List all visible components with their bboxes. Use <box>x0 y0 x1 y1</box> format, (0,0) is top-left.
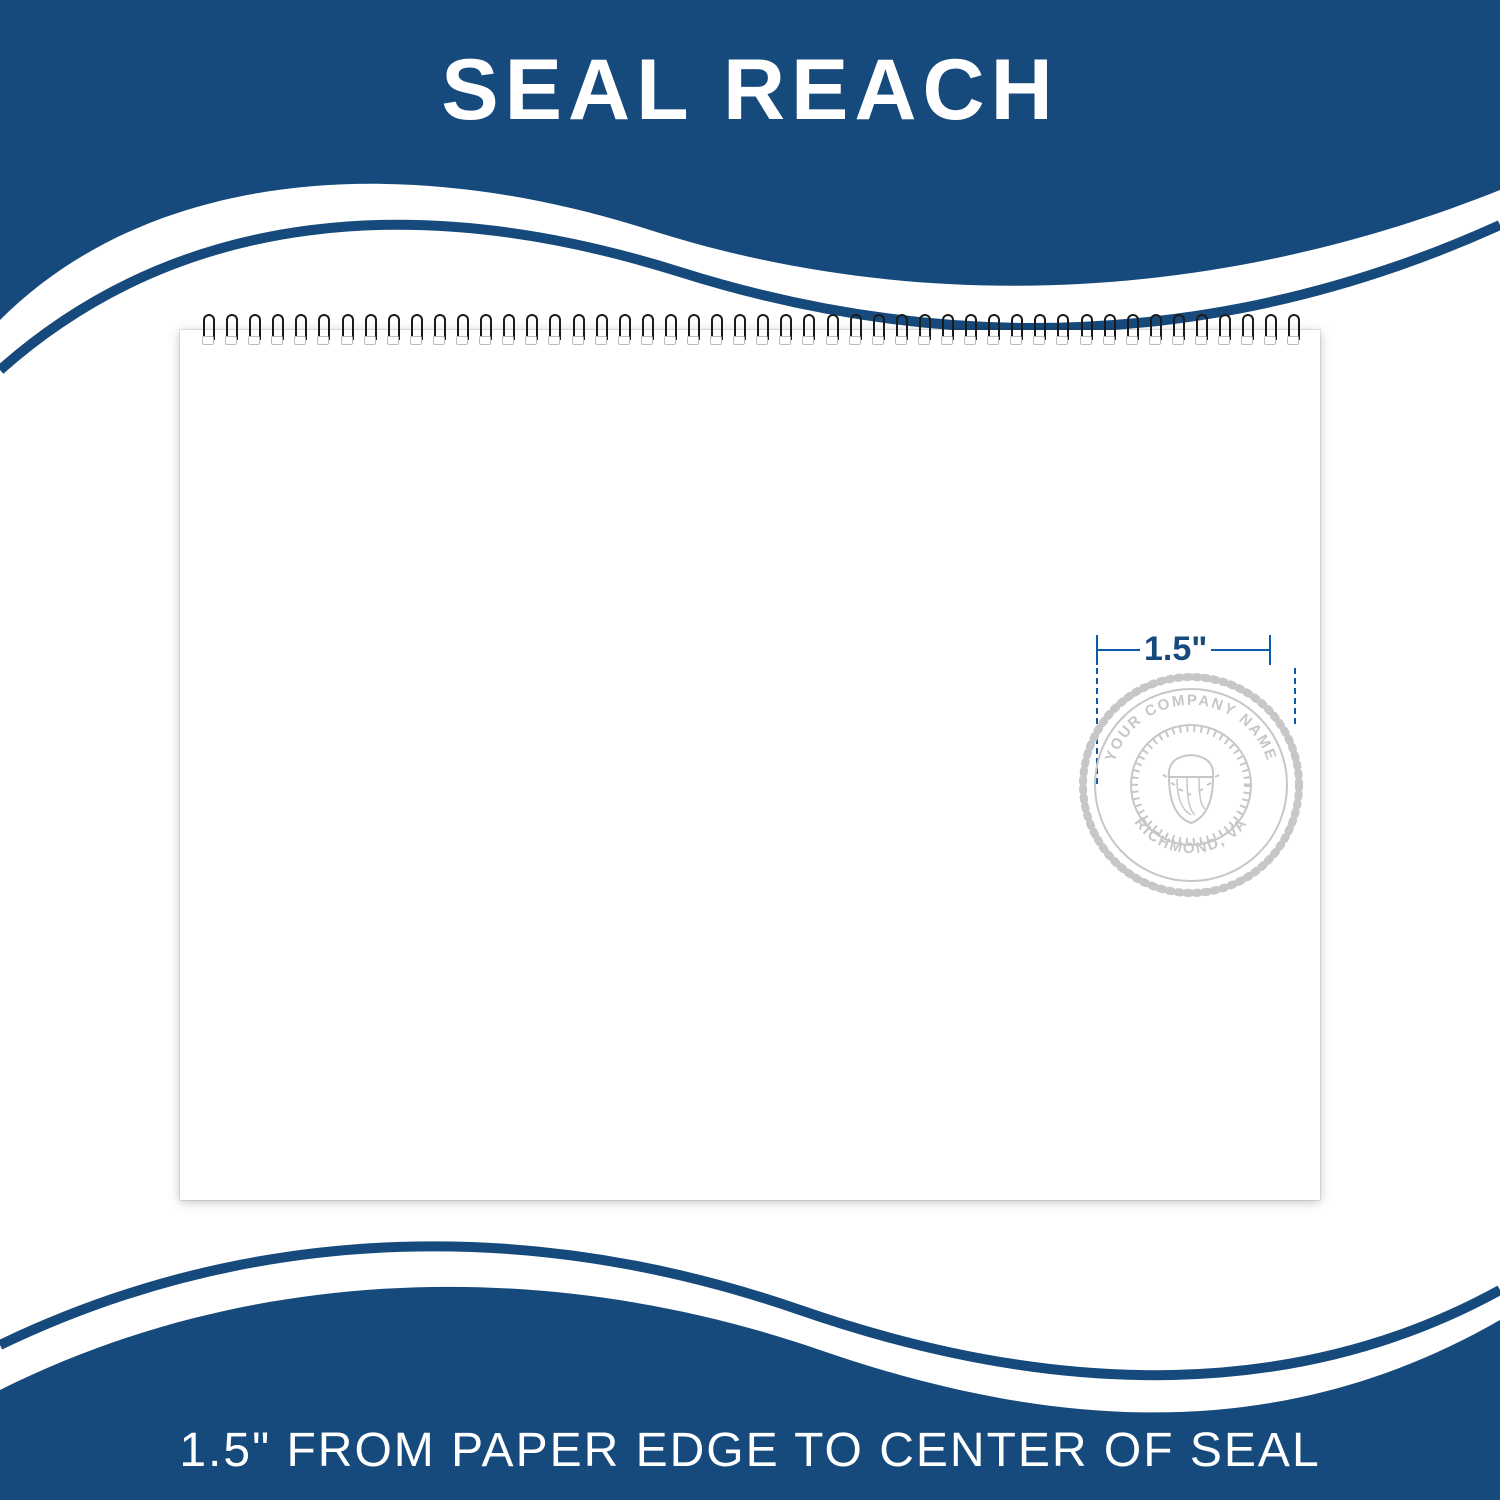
spiral-coil <box>800 314 814 346</box>
spiral-coil <box>1239 314 1253 346</box>
spiral-coil <box>246 314 260 346</box>
measure-line-left <box>1098 649 1140 651</box>
spiral-coil <box>731 314 745 346</box>
spiral-coil <box>662 314 676 346</box>
spiral-coil <box>477 314 491 346</box>
spiral-coil <box>708 314 722 346</box>
embossed-seal: YOUR COMPANY NAME RICHMOND, VA <box>1076 670 1306 900</box>
spiral-coil <box>223 314 237 346</box>
spiral-coil <box>639 314 653 346</box>
measure-line-right <box>1211 649 1269 651</box>
spiral-coil <box>939 314 953 346</box>
spiral-coil <box>847 314 861 346</box>
reach-measurement: 1.5" <box>1096 630 1296 670</box>
spiral-coil <box>893 314 907 346</box>
spiral-coil <box>431 314 445 346</box>
spiral-coil <box>985 314 999 346</box>
spiral-coil <box>1008 314 1022 346</box>
spiral-coil <box>385 314 399 346</box>
spiral-coil <box>824 314 838 346</box>
footer: 1.5" FROM PAPER EDGE TO CENTER OF SEAL <box>0 1400 1500 1500</box>
measure-label: 1.5" <box>1144 630 1207 669</box>
notepad: 1.5" YOUR COMPANY NAME <box>180 330 1320 1200</box>
spiral-coil <box>616 314 630 346</box>
spiral-binding <box>200 314 1300 346</box>
footer-caption: 1.5" FROM PAPER EDGE TO CENTER OF SEAL <box>179 1423 1320 1478</box>
spiral-coil <box>1078 314 1092 346</box>
spiral-coil <box>1216 314 1230 346</box>
spiral-coil <box>1193 314 1207 346</box>
spiral-coil <box>408 314 422 346</box>
spiral-coil <box>962 314 976 346</box>
spiral-coil <box>1170 314 1184 346</box>
spiral-coil <box>1285 314 1299 346</box>
spiral-coil <box>1262 314 1276 346</box>
spiral-coil <box>292 314 306 346</box>
spiral-coil <box>315 314 329 346</box>
spiral-coil <box>1101 314 1115 346</box>
bottom-swoosh-outline <box>0 1246 1500 1375</box>
measure-cap-right <box>1269 635 1271 665</box>
seal-top-text: YOUR COMPANY NAME <box>1102 692 1280 764</box>
spiral-coil <box>523 314 537 346</box>
spiral-coil <box>754 314 768 346</box>
spiral-coil <box>1054 314 1068 346</box>
spiral-coil <box>269 314 283 346</box>
spiral-coil <box>1124 314 1138 346</box>
seal-bottom-text: RICHMOND, VA <box>1131 814 1252 857</box>
spiral-coil <box>454 314 468 346</box>
spiral-coil <box>1147 314 1161 346</box>
spiral-coil <box>546 314 560 346</box>
svg-text:YOUR COMPANY NAME: YOUR COMPANY NAME <box>1102 692 1280 764</box>
spiral-coil <box>777 314 791 346</box>
spiral-coil <box>1031 314 1045 346</box>
spiral-coil <box>500 314 514 346</box>
spiral-coil <box>339 314 353 346</box>
spiral-coil <box>200 314 214 346</box>
spiral-coil <box>870 314 884 346</box>
svg-text:RICHMOND, VA: RICHMOND, VA <box>1131 814 1252 857</box>
acorn-icon <box>1163 755 1219 823</box>
spiral-coil <box>685 314 699 346</box>
spiral-coil <box>916 314 930 346</box>
spiral-coil <box>362 314 376 346</box>
header: SEAL REACH <box>0 0 1500 180</box>
spiral-coil <box>570 314 584 346</box>
page-title: SEAL REACH <box>441 41 1059 140</box>
spiral-coil <box>593 314 607 346</box>
